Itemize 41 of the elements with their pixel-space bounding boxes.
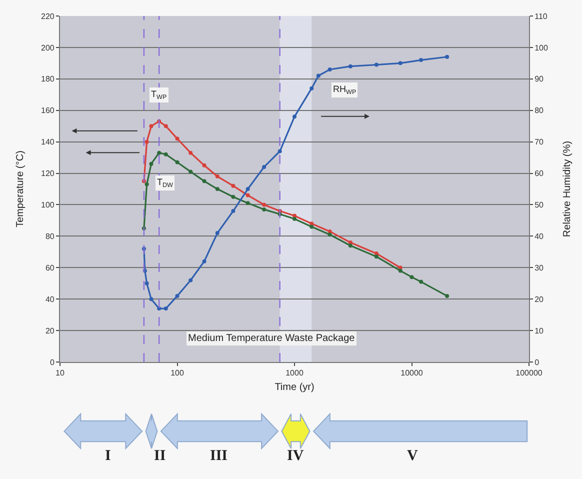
x-tick-label: 1000 bbox=[286, 368, 304, 378]
y-tick-label: 20 bbox=[45, 326, 55, 336]
x-tick-label: 10 bbox=[56, 368, 65, 378]
x-tick-label: 100 bbox=[170, 368, 184, 378]
series-label: T$_{DW}$ bbox=[157, 177, 174, 189]
y2-axis-title: Relative Humidity (%) bbox=[562, 140, 573, 238]
text: V bbox=[407, 448, 418, 464]
y2-tick-label: 30 bbox=[534, 263, 544, 272]
text: III bbox=[210, 448, 228, 464]
y-tick-label: 40 bbox=[45, 294, 55, 304]
x-axis-title: Time (yr) bbox=[274, 382, 314, 394]
text: II bbox=[154, 448, 166, 464]
y-tick-label: 120 bbox=[41, 169, 55, 178]
y2-tick-label: 60 bbox=[534, 169, 544, 178]
y-tick-label: 160 bbox=[41, 106, 55, 116]
text: IV bbox=[287, 448, 304, 464]
y2-tick-label: 40 bbox=[534, 232, 544, 241]
y2-tick-label: 110 bbox=[534, 12, 548, 21]
y-tick-label: 100 bbox=[41, 200, 55, 210]
x-tick-label: 100000 bbox=[516, 368, 543, 378]
y2-tick-label: 20 bbox=[534, 294, 544, 304]
text: I bbox=[105, 448, 111, 464]
y2-tick-label: 10 bbox=[534, 326, 544, 336]
y-tick-label: 80 bbox=[45, 232, 55, 241]
y2-tick-label: 90 bbox=[534, 74, 544, 84]
y-tick-label: 140 bbox=[41, 138, 55, 147]
text: T$_{WP}$ bbox=[151, 89, 167, 101]
y-tick-label: 200 bbox=[41, 43, 55, 52]
y-tick-label: 60 bbox=[45, 263, 55, 272]
x-tick-label: 10000 bbox=[400, 368, 424, 378]
y2-tick-label: 100 bbox=[534, 43, 548, 52]
y-axis-title: Temperature (°C) bbox=[15, 150, 26, 228]
y-tick-label: 220 bbox=[41, 12, 55, 21]
y2-tick-label: 50 bbox=[534, 200, 544, 210]
y2-tick-label: 70 bbox=[534, 138, 544, 147]
y-tick-label: 0 bbox=[50, 358, 55, 367]
y2-tick-label: 0 bbox=[534, 358, 540, 367]
series-label: RH$_{WP}$ bbox=[333, 84, 356, 96]
y2-tick-label: 80 bbox=[534, 106, 544, 116]
annotation: Medium Temperature Waste Package bbox=[188, 333, 356, 344]
y-tick-label: 180 bbox=[41, 74, 55, 84]
